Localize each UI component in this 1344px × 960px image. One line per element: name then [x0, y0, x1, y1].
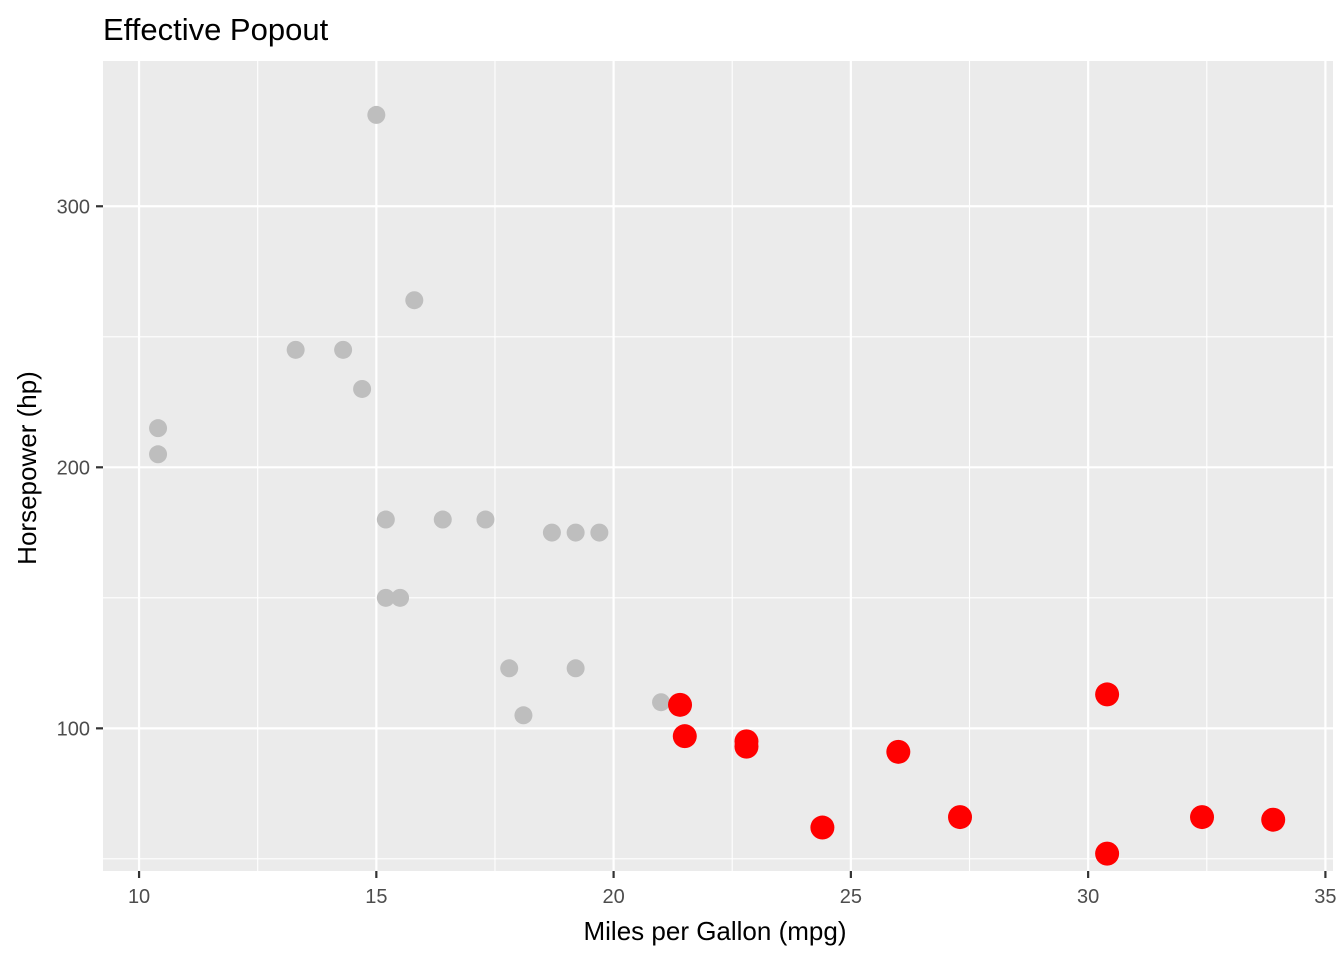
- highlight-point: [734, 734, 759, 759]
- context-point: [566, 659, 585, 678]
- highlight-point: [810, 815, 835, 840]
- context-point: [433, 510, 452, 529]
- plot-panel: [103, 61, 1333, 871]
- highlight-point: [672, 724, 697, 749]
- context-point: [376, 588, 395, 607]
- x-axis-title: Miles per Gallon (mpg): [584, 916, 847, 946]
- y-tick-label: 300: [57, 196, 90, 218]
- x-tick-label: 20: [602, 886, 624, 908]
- x-tick-label: 35: [1314, 886, 1336, 908]
- highlight-point: [1261, 807, 1286, 832]
- highlight-point: [668, 692, 693, 717]
- highlight-point: [886, 739, 911, 764]
- context-point: [405, 291, 424, 310]
- y-axis-title: Horsepower (hp): [12, 371, 42, 565]
- context-point: [566, 523, 585, 542]
- highlight-point: [1095, 682, 1120, 707]
- x-tick-label: 15: [365, 886, 387, 908]
- context-point: [149, 419, 168, 438]
- data-points: [149, 105, 1286, 866]
- context-point: [514, 706, 533, 725]
- minor-gridlines: [103, 61, 1333, 871]
- context-point: [542, 523, 561, 542]
- context-point: [652, 693, 671, 712]
- highlight-point: [1095, 841, 1120, 866]
- y-axis: 100 200 300: [57, 196, 103, 740]
- context-point: [500, 659, 519, 678]
- highlight-point: [1190, 805, 1215, 830]
- major-gridlines: [103, 61, 1333, 871]
- context-point: [391, 588, 410, 607]
- y-tick-label: 200: [57, 457, 90, 479]
- context-point: [286, 340, 305, 359]
- y-tick-label: 100: [57, 718, 90, 740]
- context-point: [149, 445, 168, 464]
- highlight-point: [948, 805, 973, 830]
- x-axis: 10 15 20 25 30 35: [128, 871, 1337, 908]
- context-point: [590, 523, 609, 542]
- x-tick-label: 10: [128, 886, 150, 908]
- context-point: [367, 105, 386, 124]
- context-point: [376, 510, 395, 529]
- x-tick-label: 30: [1077, 886, 1099, 908]
- context-point: [353, 379, 372, 398]
- context-point: [334, 340, 353, 359]
- context-point: [476, 510, 495, 529]
- chart-title: Effective Popout: [103, 12, 329, 47]
- x-tick-label: 25: [840, 886, 862, 908]
